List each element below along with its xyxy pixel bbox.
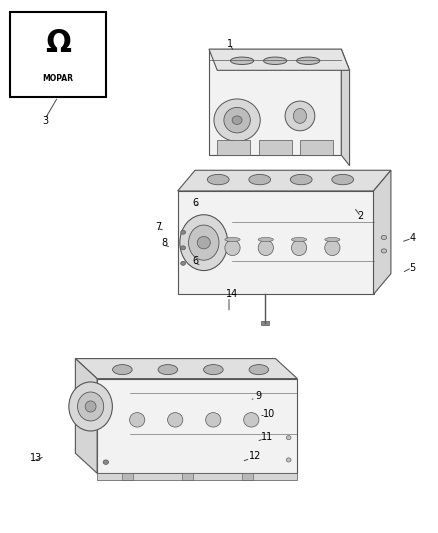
Ellipse shape — [180, 215, 228, 271]
Ellipse shape — [181, 246, 185, 250]
Ellipse shape — [224, 108, 251, 133]
Ellipse shape — [225, 240, 240, 255]
Ellipse shape — [103, 460, 109, 464]
Polygon shape — [75, 359, 297, 378]
Text: 4: 4 — [410, 233, 416, 244]
Bar — [258, 140, 292, 155]
Text: 5: 5 — [410, 263, 416, 272]
Ellipse shape — [207, 174, 229, 185]
Ellipse shape — [214, 99, 260, 141]
Ellipse shape — [286, 458, 291, 462]
Ellipse shape — [78, 392, 104, 421]
Polygon shape — [75, 359, 97, 473]
Text: 14: 14 — [226, 289, 238, 299]
Bar — [300, 140, 333, 155]
Ellipse shape — [188, 225, 219, 260]
Bar — [122, 473, 133, 480]
Ellipse shape — [225, 238, 240, 241]
Ellipse shape — [381, 249, 387, 253]
Text: 1: 1 — [227, 39, 233, 49]
Ellipse shape — [181, 261, 185, 265]
Bar — [97, 473, 297, 480]
Ellipse shape — [244, 413, 259, 427]
Bar — [242, 473, 253, 480]
Bar — [182, 473, 193, 480]
Text: 11: 11 — [261, 432, 273, 442]
Ellipse shape — [204, 365, 223, 375]
Ellipse shape — [297, 57, 320, 64]
Ellipse shape — [181, 230, 185, 235]
Ellipse shape — [332, 174, 353, 185]
Polygon shape — [178, 191, 374, 294]
Text: 2: 2 — [357, 211, 364, 221]
Ellipse shape — [291, 238, 307, 241]
Text: Ω: Ω — [45, 29, 71, 58]
Polygon shape — [209, 49, 350, 70]
Ellipse shape — [113, 365, 132, 375]
Ellipse shape — [197, 237, 210, 249]
Ellipse shape — [290, 174, 312, 185]
Ellipse shape — [85, 401, 96, 412]
Ellipse shape — [325, 240, 340, 255]
Polygon shape — [97, 378, 297, 473]
Ellipse shape — [69, 382, 113, 431]
Ellipse shape — [249, 174, 271, 185]
Text: 10: 10 — [263, 409, 275, 419]
Bar — [10, 12, 106, 97]
Ellipse shape — [381, 236, 387, 239]
Ellipse shape — [325, 238, 340, 241]
Polygon shape — [374, 170, 391, 294]
Text: 8: 8 — [162, 238, 168, 248]
Ellipse shape — [232, 116, 242, 124]
Ellipse shape — [205, 413, 221, 427]
Text: 9: 9 — [255, 391, 261, 401]
Polygon shape — [178, 170, 391, 191]
Text: 13: 13 — [30, 454, 42, 463]
Ellipse shape — [249, 365, 268, 375]
Text: 3: 3 — [42, 116, 48, 126]
Text: 7: 7 — [155, 222, 161, 232]
Ellipse shape — [291, 240, 307, 255]
Polygon shape — [209, 49, 341, 155]
Polygon shape — [341, 49, 350, 166]
Ellipse shape — [286, 435, 291, 440]
Ellipse shape — [230, 57, 254, 64]
Text: 6: 6 — [192, 256, 198, 266]
Ellipse shape — [158, 365, 178, 375]
Text: 12: 12 — [248, 451, 261, 462]
Ellipse shape — [293, 109, 307, 123]
Ellipse shape — [264, 57, 287, 64]
Bar — [261, 321, 268, 325]
Bar — [217, 140, 251, 155]
Ellipse shape — [258, 238, 273, 241]
Ellipse shape — [285, 101, 315, 131]
Ellipse shape — [130, 413, 145, 427]
Ellipse shape — [258, 240, 273, 255]
Text: 6: 6 — [192, 198, 198, 208]
Ellipse shape — [168, 413, 183, 427]
Text: MOPAR: MOPAR — [42, 74, 74, 83]
